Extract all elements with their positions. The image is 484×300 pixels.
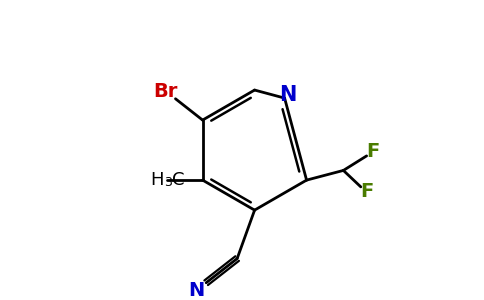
Text: C: C [172, 171, 184, 189]
Text: H: H [151, 171, 164, 189]
Text: F: F [366, 142, 379, 160]
Text: F: F [360, 182, 373, 201]
Text: N: N [188, 281, 205, 300]
Text: Br: Br [153, 82, 178, 100]
Text: N: N [279, 85, 296, 105]
Text: 3: 3 [164, 176, 172, 188]
